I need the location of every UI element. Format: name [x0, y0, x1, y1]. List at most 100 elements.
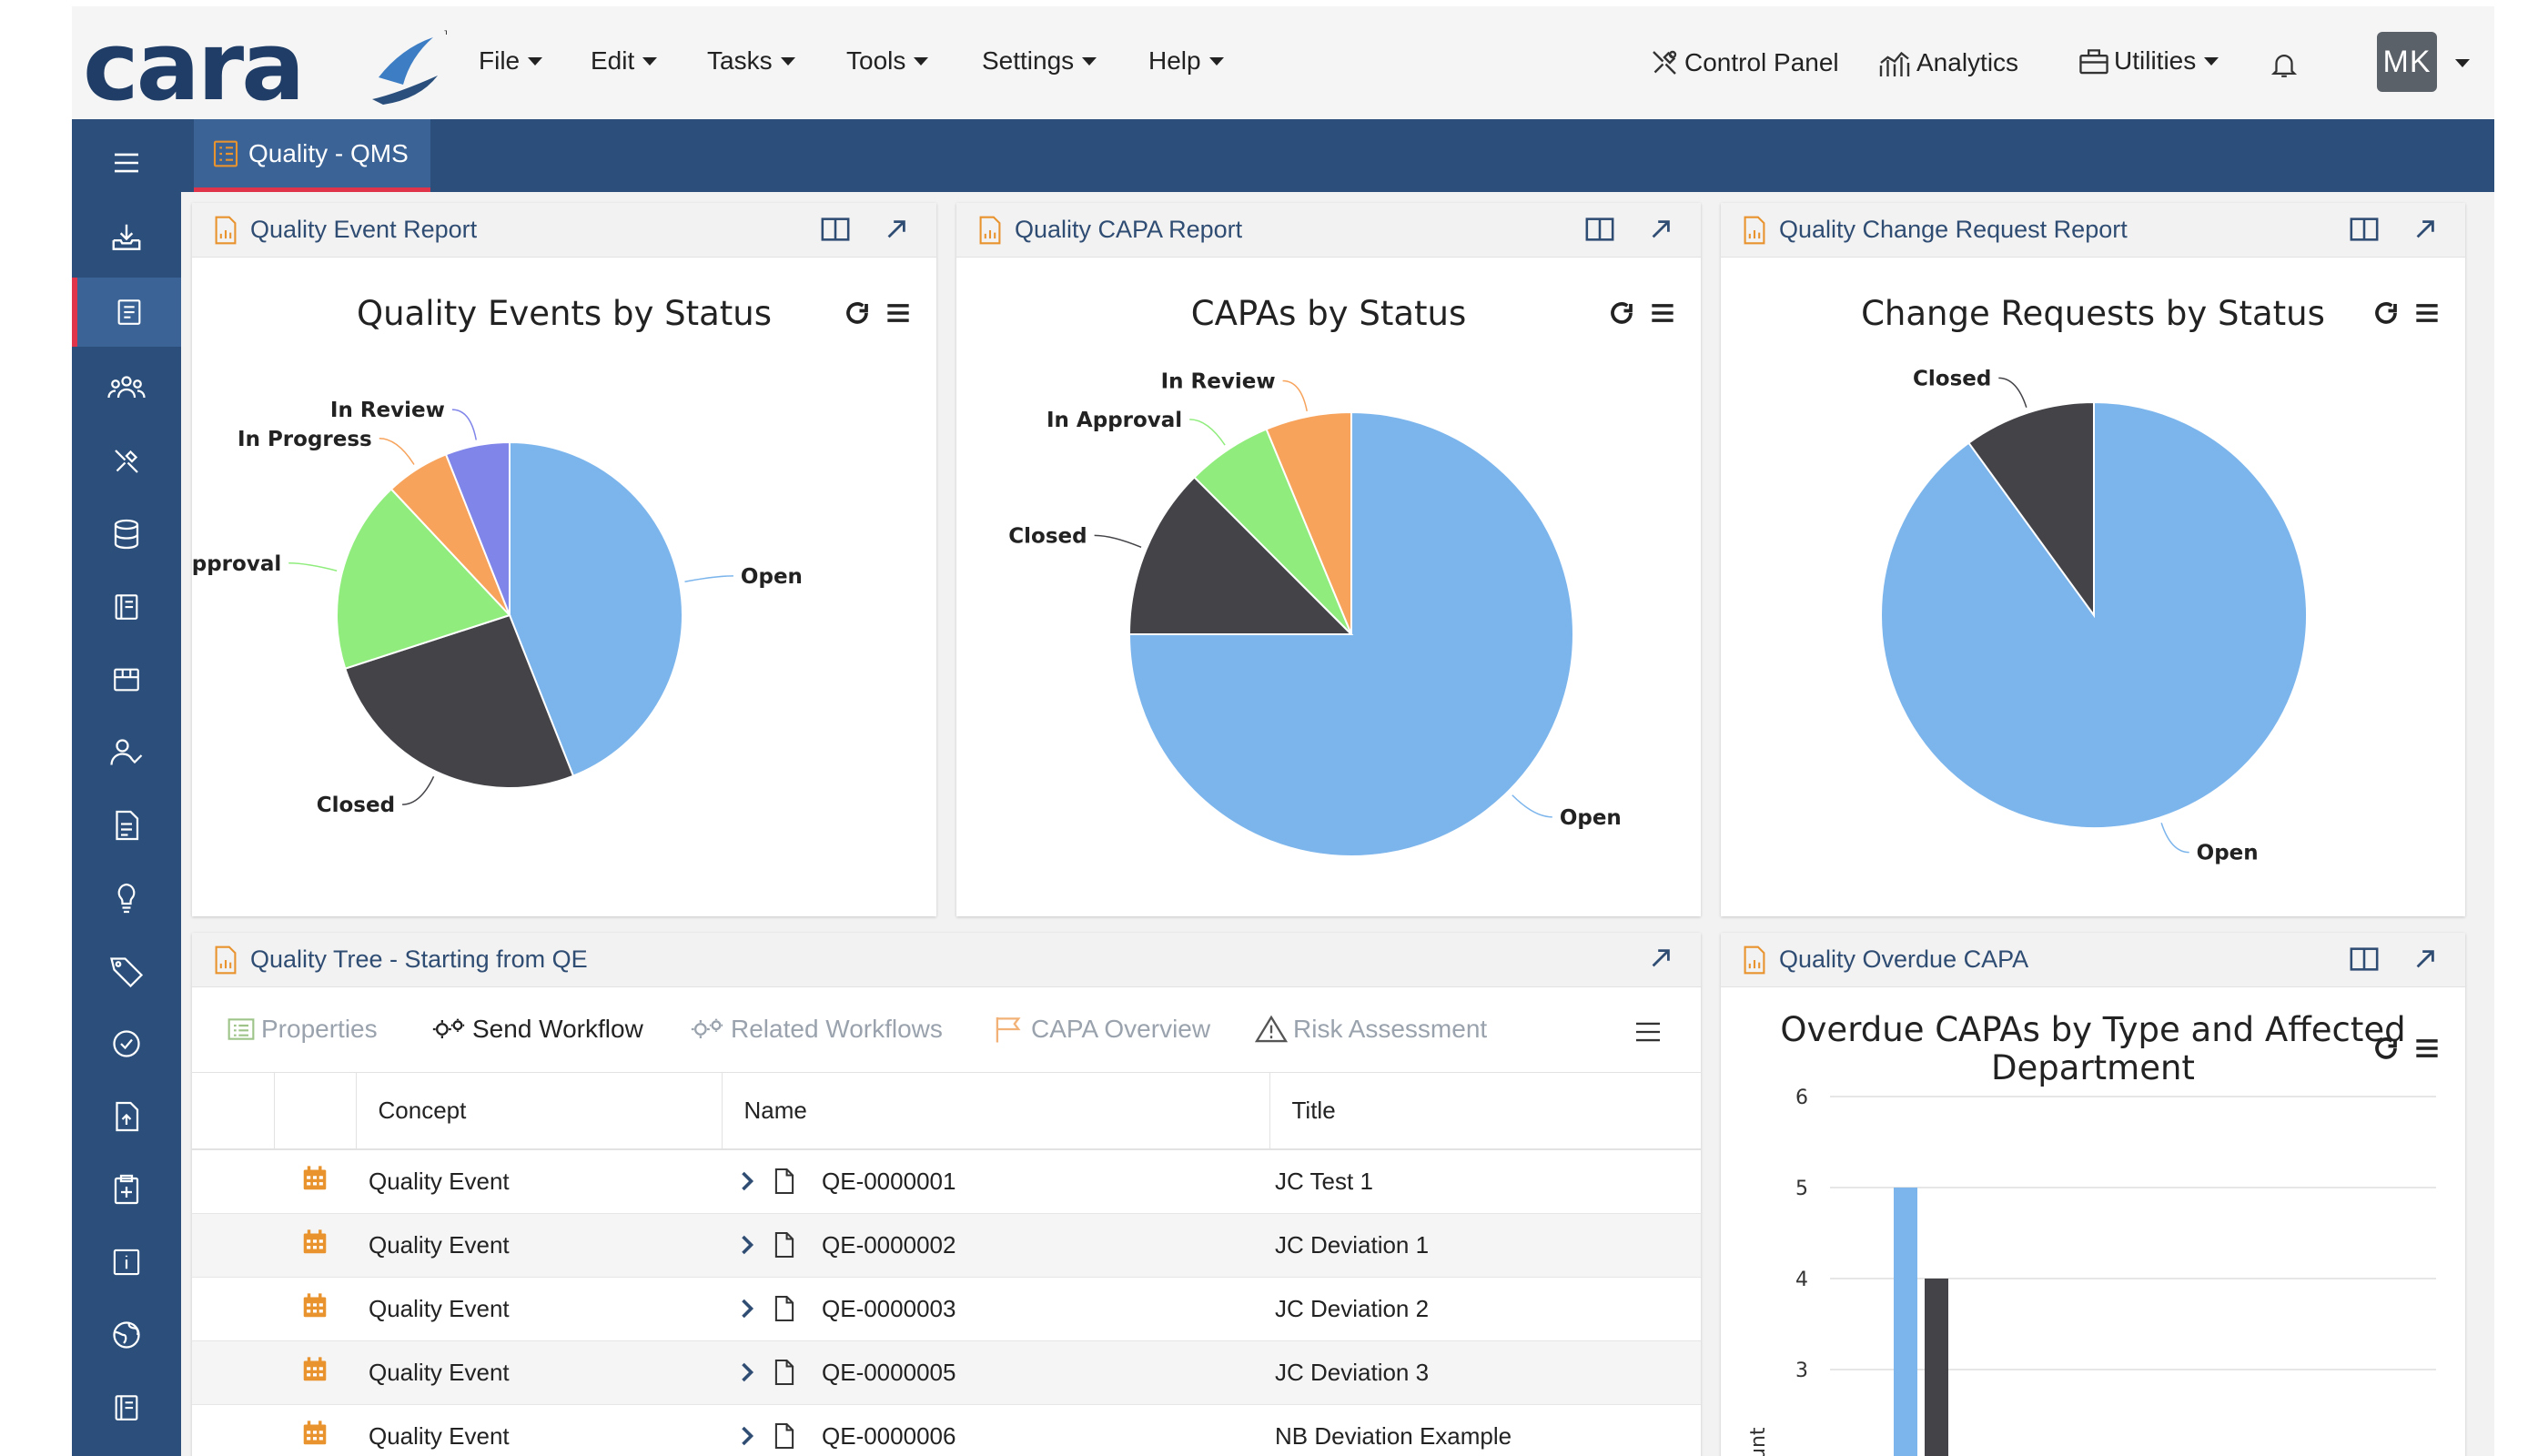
control-panel-button[interactable]: Control Panel [1648, 46, 1839, 79]
bar[interactable] [1894, 1188, 1917, 1456]
refresh-icon[interactable] [2372, 299, 2400, 327]
menu-settings[interactable]: Settings [982, 46, 1097, 76]
sidebar-item-reports[interactable] [72, 1373, 181, 1442]
cara-logo[interactable]: cara ™ [83, 21, 447, 112]
sidebar-item-ideas[interactable] [72, 864, 181, 933]
refresh-icon[interactable] [2372, 1035, 2400, 1062]
pie-slice-closed[interactable] [1127, 476, 1354, 635]
avatar-dropdown-caret[interactable] [2455, 59, 2470, 67]
split-view-icon[interactable] [2349, 216, 2380, 243]
refresh-icon[interactable] [1608, 299, 1635, 327]
sidebar-item-database[interactable] [72, 500, 181, 569]
split-view-icon[interactable] [1584, 216, 1615, 243]
sidebar-item-clipboard[interactable] [72, 1155, 181, 1224]
table-row[interactable]: Quality Event QE-0000001 JC Test 1 [192, 1149, 1701, 1214]
toolbar-menu-icon[interactable] [1633, 1020, 1663, 1044]
table-row[interactable]: Quality Event QE-0000006 NB Deviation Ex… [192, 1404, 1701, 1456]
panel-header: Quality Tree - Starting from QE [192, 933, 1701, 987]
column-header-concept[interactable]: Concept [356, 1073, 723, 1150]
sidebar-item-quality[interactable] [72, 278, 181, 347]
cell-name[interactable]: QE-0000005 [722, 1340, 1269, 1405]
pie-slice-in-approval[interactable] [336, 488, 511, 670]
menu-help[interactable]: Help [1148, 46, 1224, 76]
expand-arrow-icon[interactable] [1648, 945, 1673, 971]
analytics-button[interactable]: Analytics [1876, 46, 2018, 79]
bell-icon[interactable] [2269, 48, 2300, 81]
expand-arrow-icon[interactable] [2412, 946, 2438, 972]
related-workflows-button[interactable]: Related Workflows [689, 1015, 943, 1044]
record-name[interactable]: QE-0000005 [822, 1358, 956, 1386]
expand-chevron-icon[interactable] [722, 1425, 773, 1447]
pie-slice-closed[interactable] [344, 613, 575, 789]
pie-slice-in-review[interactable] [444, 440, 511, 616]
table-header-row: Concept Name Title [192, 1073, 1701, 1150]
pie-slice-open[interactable] [509, 440, 683, 777]
sidebar-item-file[interactable] [72, 791, 181, 860]
record-name[interactable]: QE-0000001 [822, 1167, 956, 1195]
pie-label-open: Open [1560, 806, 1622, 830]
sidebar-item-user-check[interactable] [72, 718, 181, 787]
pie-slice-open[interactable] [1127, 410, 1574, 857]
menu-tasks[interactable]: Tasks [707, 46, 795, 76]
split-view-icon[interactable] [2349, 945, 2380, 973]
split-view-icon[interactable] [820, 216, 851, 243]
menu-file[interactable]: File [479, 46, 543, 76]
cell-title: NB Deviation Example [1269, 1404, 1701, 1456]
sidebar-item-file-upload[interactable] [72, 1082, 181, 1151]
hamburger-menu-button[interactable] [72, 128, 181, 197]
expand-chevron-icon[interactable] [722, 1234, 773, 1256]
sidebar-item-approvals[interactable] [72, 1009, 181, 1078]
notebook-icon [115, 594, 138, 620]
utilities-menu[interactable]: Utilities [2078, 46, 2219, 76]
cell-name[interactable]: QE-0000001 [722, 1149, 1269, 1214]
record-name[interactable]: QE-0000003 [822, 1294, 956, 1322]
record-name[interactable]: QE-0000002 [822, 1230, 956, 1259]
expand-chevron-icon[interactable] [722, 1361, 773, 1383]
table-row[interactable]: Quality Event QE-0000002 JC Deviation 1 [192, 1213, 1701, 1278]
pie-slice-in-review[interactable] [1265, 410, 1352, 635]
avatar[interactable]: MK [2377, 32, 2437, 92]
cell-name[interactable]: QE-0000003 [722, 1277, 1269, 1341]
y-tick-label: 4 [1795, 1269, 1808, 1291]
pie-slice-closed[interactable] [1967, 400, 2095, 619]
sidebar-item-documents[interactable] [72, 572, 181, 642]
chart-menu-icon[interactable] [1650, 301, 1675, 325]
pie-connector-in-progress [379, 438, 415, 465]
menu-tools[interactable]: Tools [846, 46, 929, 76]
expand-arrow-icon[interactable] [2412, 217, 2438, 242]
sidebar-item-users[interactable] [72, 352, 181, 421]
menu-edit[interactable]: Edit [591, 46, 658, 76]
cell-name[interactable]: QE-0000006 [722, 1404, 1269, 1456]
sidebar-item-tools[interactable] [72, 427, 181, 496]
expand-chevron-icon[interactable] [722, 1298, 773, 1320]
chart-menu-icon[interactable] [2414, 1036, 2440, 1060]
expand-arrow-icon[interactable] [884, 217, 909, 242]
row-icon-cell [274, 1340, 356, 1405]
risk-assessment-button[interactable]: Risk Assessment [1255, 1015, 1487, 1044]
clipboard-plus-icon [114, 1174, 139, 1205]
sidebar-item-info[interactable] [72, 1228, 181, 1297]
chart-menu-icon[interactable] [2414, 301, 2440, 325]
column-header-name[interactable]: Name [722, 1073, 1270, 1150]
pie-chart: Open Closed [1880, 367, 2308, 865]
send-workflow-button[interactable]: Send Workflow [430, 1015, 643, 1044]
capa-overview-button[interactable]: CAPA Overview [993, 1015, 1210, 1044]
properties-button[interactable]: Properties [227, 1015, 378, 1044]
bar[interactable] [1925, 1279, 1948, 1456]
table-row[interactable]: Quality Event QE-0000005 JC Deviation 3 [192, 1340, 1701, 1405]
chart-menu-icon[interactable] [885, 301, 911, 325]
tab-quality-qms[interactable]: Quality - QMS [194, 119, 430, 192]
pie-connector-open [684, 575, 733, 583]
expand-arrow-icon[interactable] [1648, 217, 1673, 242]
sidebar-item-package[interactable] [72, 645, 181, 714]
table-row[interactable]: Quality Event QE-0000003 JC Deviation 2 [192, 1277, 1701, 1341]
sidebar-item-tags[interactable] [72, 936, 181, 1006]
record-name[interactable]: QE-0000006 [822, 1421, 956, 1450]
sidebar-item-inbox[interactable] [72, 203, 181, 272]
group-icon [107, 376, 146, 399]
expand-chevron-icon[interactable] [722, 1170, 773, 1192]
column-header-title[interactable]: Title [1269, 1073, 1701, 1150]
refresh-icon[interactable] [844, 299, 871, 327]
sidebar-item-global[interactable] [72, 1300, 181, 1370]
cell-name[interactable]: QE-0000002 [722, 1213, 1269, 1278]
